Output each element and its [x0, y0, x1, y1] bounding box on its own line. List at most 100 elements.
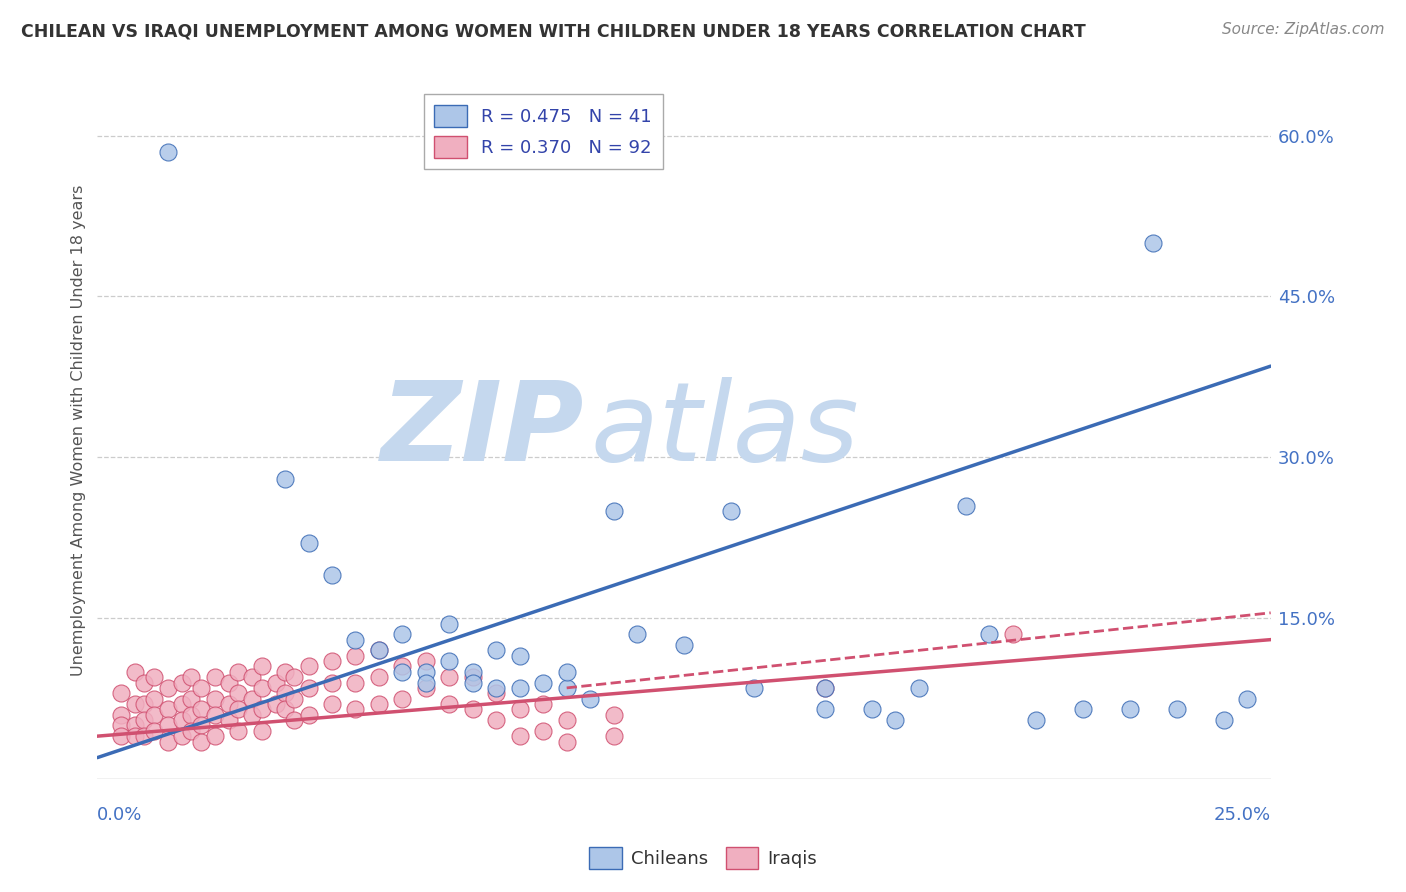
- Point: [283, 691, 305, 706]
- Point: [344, 702, 367, 716]
- Text: ZIP: ZIP: [381, 377, 585, 484]
- Point: [226, 723, 249, 738]
- Point: [344, 632, 367, 647]
- Point: [142, 691, 165, 706]
- Point: [509, 729, 531, 743]
- Point: [124, 718, 146, 732]
- Point: [415, 675, 437, 690]
- Point: [321, 697, 343, 711]
- Point: [884, 713, 907, 727]
- Point: [204, 729, 226, 743]
- Point: [264, 675, 287, 690]
- Point: [344, 675, 367, 690]
- Point: [142, 707, 165, 722]
- Point: [439, 670, 461, 684]
- Point: [344, 648, 367, 663]
- Point: [190, 702, 212, 716]
- Point: [142, 670, 165, 684]
- Point: [439, 616, 461, 631]
- Point: [531, 697, 554, 711]
- Point: [170, 713, 193, 727]
- Point: [110, 729, 132, 743]
- Point: [579, 691, 602, 706]
- Point: [814, 702, 837, 716]
- Point: [321, 654, 343, 668]
- Point: [240, 707, 263, 722]
- Point: [439, 654, 461, 668]
- Point: [602, 504, 624, 518]
- Text: 0.0%: 0.0%: [97, 805, 143, 824]
- Point: [274, 686, 297, 700]
- Point: [226, 702, 249, 716]
- Point: [110, 718, 132, 732]
- Point: [297, 659, 319, 673]
- Point: [190, 681, 212, 695]
- Point: [204, 670, 226, 684]
- Point: [156, 702, 179, 716]
- Point: [156, 145, 179, 159]
- Point: [391, 627, 413, 641]
- Point: [439, 697, 461, 711]
- Point: [1025, 713, 1047, 727]
- Point: [134, 713, 156, 727]
- Point: [415, 665, 437, 679]
- Point: [321, 568, 343, 582]
- Point: [485, 681, 508, 695]
- Point: [283, 670, 305, 684]
- Point: [240, 670, 263, 684]
- Point: [814, 681, 837, 695]
- Point: [673, 638, 696, 652]
- Point: [297, 536, 319, 550]
- Point: [368, 670, 391, 684]
- Text: 25.0%: 25.0%: [1213, 805, 1271, 824]
- Point: [461, 665, 484, 679]
- Point: [218, 675, 240, 690]
- Point: [134, 697, 156, 711]
- Point: [1071, 702, 1094, 716]
- Point: [555, 713, 578, 727]
- Point: [240, 691, 263, 706]
- Point: [555, 681, 578, 695]
- Point: [485, 713, 508, 727]
- Legend: Chileans, Iraqis: Chileans, Iraqis: [582, 839, 824, 876]
- Point: [415, 681, 437, 695]
- Point: [1001, 627, 1024, 641]
- Point: [110, 686, 132, 700]
- Point: [156, 718, 179, 732]
- Point: [321, 675, 343, 690]
- Point: [744, 681, 766, 695]
- Point: [218, 697, 240, 711]
- Point: [124, 729, 146, 743]
- Point: [218, 713, 240, 727]
- Point: [814, 681, 837, 695]
- Point: [1166, 702, 1188, 716]
- Point: [485, 643, 508, 657]
- Point: [1212, 713, 1234, 727]
- Point: [955, 499, 977, 513]
- Point: [283, 713, 305, 727]
- Point: [555, 665, 578, 679]
- Point: [274, 472, 297, 486]
- Point: [170, 675, 193, 690]
- Point: [461, 670, 484, 684]
- Point: [860, 702, 883, 716]
- Point: [626, 627, 648, 641]
- Point: [180, 670, 202, 684]
- Point: [204, 707, 226, 722]
- Point: [250, 723, 273, 738]
- Point: [368, 697, 391, 711]
- Point: [720, 504, 742, 518]
- Point: [1236, 691, 1258, 706]
- Point: [391, 659, 413, 673]
- Y-axis label: Unemployment Among Women with Children Under 18 years: Unemployment Among Women with Children U…: [72, 185, 86, 676]
- Point: [156, 681, 179, 695]
- Legend: R = 0.475   N = 41, R = 0.370   N = 92: R = 0.475 N = 41, R = 0.370 N = 92: [423, 95, 662, 169]
- Point: [391, 665, 413, 679]
- Point: [368, 643, 391, 657]
- Point: [531, 675, 554, 690]
- Point: [250, 702, 273, 716]
- Point: [907, 681, 929, 695]
- Point: [142, 723, 165, 738]
- Point: [226, 665, 249, 679]
- Point: [1119, 702, 1142, 716]
